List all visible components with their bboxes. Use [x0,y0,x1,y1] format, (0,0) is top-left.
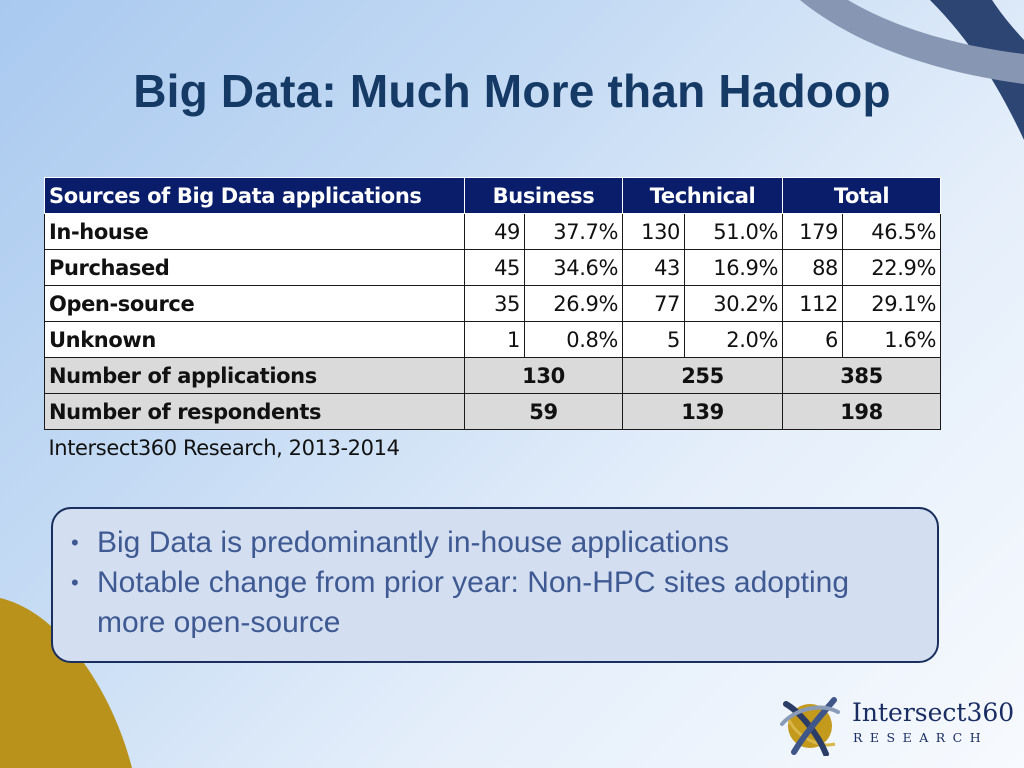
business-count: 45 [464,249,525,286]
technical-percent: 51.0% [683,213,784,250]
total-count: 112 [782,285,844,322]
row-label: Number of applications [44,357,465,394]
row-label: Unknown [44,321,465,358]
table-source-note: Intersect360 Research, 2013-2014 [48,436,400,460]
header-total: Total [782,177,942,214]
row-label: Number of respondents [44,393,465,430]
slide-title: Big Data: Much More than Hadoop [133,65,891,117]
table-source-row: Intersect360 Research, 2013-2014 [45,430,941,467]
total-count: 179 [782,213,844,250]
globe-logo-icon [780,697,840,756]
business-total: 59 [464,393,623,430]
total-percent: 46.5% [842,213,942,250]
bullet-box: • Big Data is predominantly in-house app… [51,507,939,663]
bullet-item: • Notable change from prior year: Non-HP… [71,563,917,643]
bullet-dot-icon: • [71,570,79,595]
bullet-text: Notable change from prior year: Non-HPC … [97,566,850,639]
table-row-unknown: Unknown 1 0.8% 5 2.0% 6 1.6% [44,321,942,358]
business-count: 1 [464,321,525,358]
header-technical: Technical [621,177,784,214]
business-percent: 34.6% [524,249,623,286]
business-percent: 26.9% [524,285,623,322]
technical-total: 255 [621,357,784,394]
logo-company-name: Intersect360 [852,698,1015,727]
technical-count: 130 [622,213,685,250]
business-total: 130 [464,357,623,394]
technical-count: 77 [622,285,685,322]
big-data-sources-table: Sources of Big Data applications Busines… [44,177,942,467]
intersect360-logo: Intersect360 RESEARCH [780,694,1014,760]
bullet-item: • Big Data is predominantly in-house app… [71,523,917,563]
technical-count: 43 [622,249,685,286]
row-label: Purchased [44,249,465,286]
bullet-dot-icon: • [71,530,79,555]
technical-count: 5 [622,321,685,358]
table-row-purchased: Purchased 45 34.6% 43 16.9% 88 22.9% [44,249,942,286]
total-percent: 1.6% [842,321,942,358]
table-row-respondents-total: Number of respondents 59 139 198 [44,393,942,430]
business-count: 35 [464,285,525,322]
row-label: Open-source [44,285,465,322]
overall-total: 385 [782,357,942,394]
table-row-open-source: Open-source 35 26.9% 77 30.2% 112 29.1% [44,285,942,322]
header-business: Business [464,177,623,214]
technical-percent: 30.2% [683,285,784,322]
header-sources: Sources of Big Data applications [44,177,465,214]
total-percent: 29.1% [842,285,942,322]
total-percent: 22.9% [842,249,942,286]
technical-percent: 16.9% [683,249,784,286]
business-count: 49 [464,213,525,250]
business-percent: 37.7% [524,213,623,250]
total-count: 6 [782,321,844,358]
total-count: 88 [782,249,844,286]
table-header-row: Sources of Big Data applications Busines… [44,177,942,214]
row-label: In-house [44,213,465,250]
table-row-in-house: In-house 49 37.7% 130 51.0% 179 46.5% [44,213,942,250]
table-row-applications-total: Number of applications 130 255 385 [44,357,942,394]
overall-total: 198 [782,393,942,430]
bullet-text: Big Data is predominantly in-house appli… [97,526,730,559]
business-percent: 0.8% [524,321,623,358]
technical-percent: 2.0% [683,321,784,358]
logo-research-label: RESEARCH [853,730,989,745]
technical-total: 139 [621,393,784,430]
